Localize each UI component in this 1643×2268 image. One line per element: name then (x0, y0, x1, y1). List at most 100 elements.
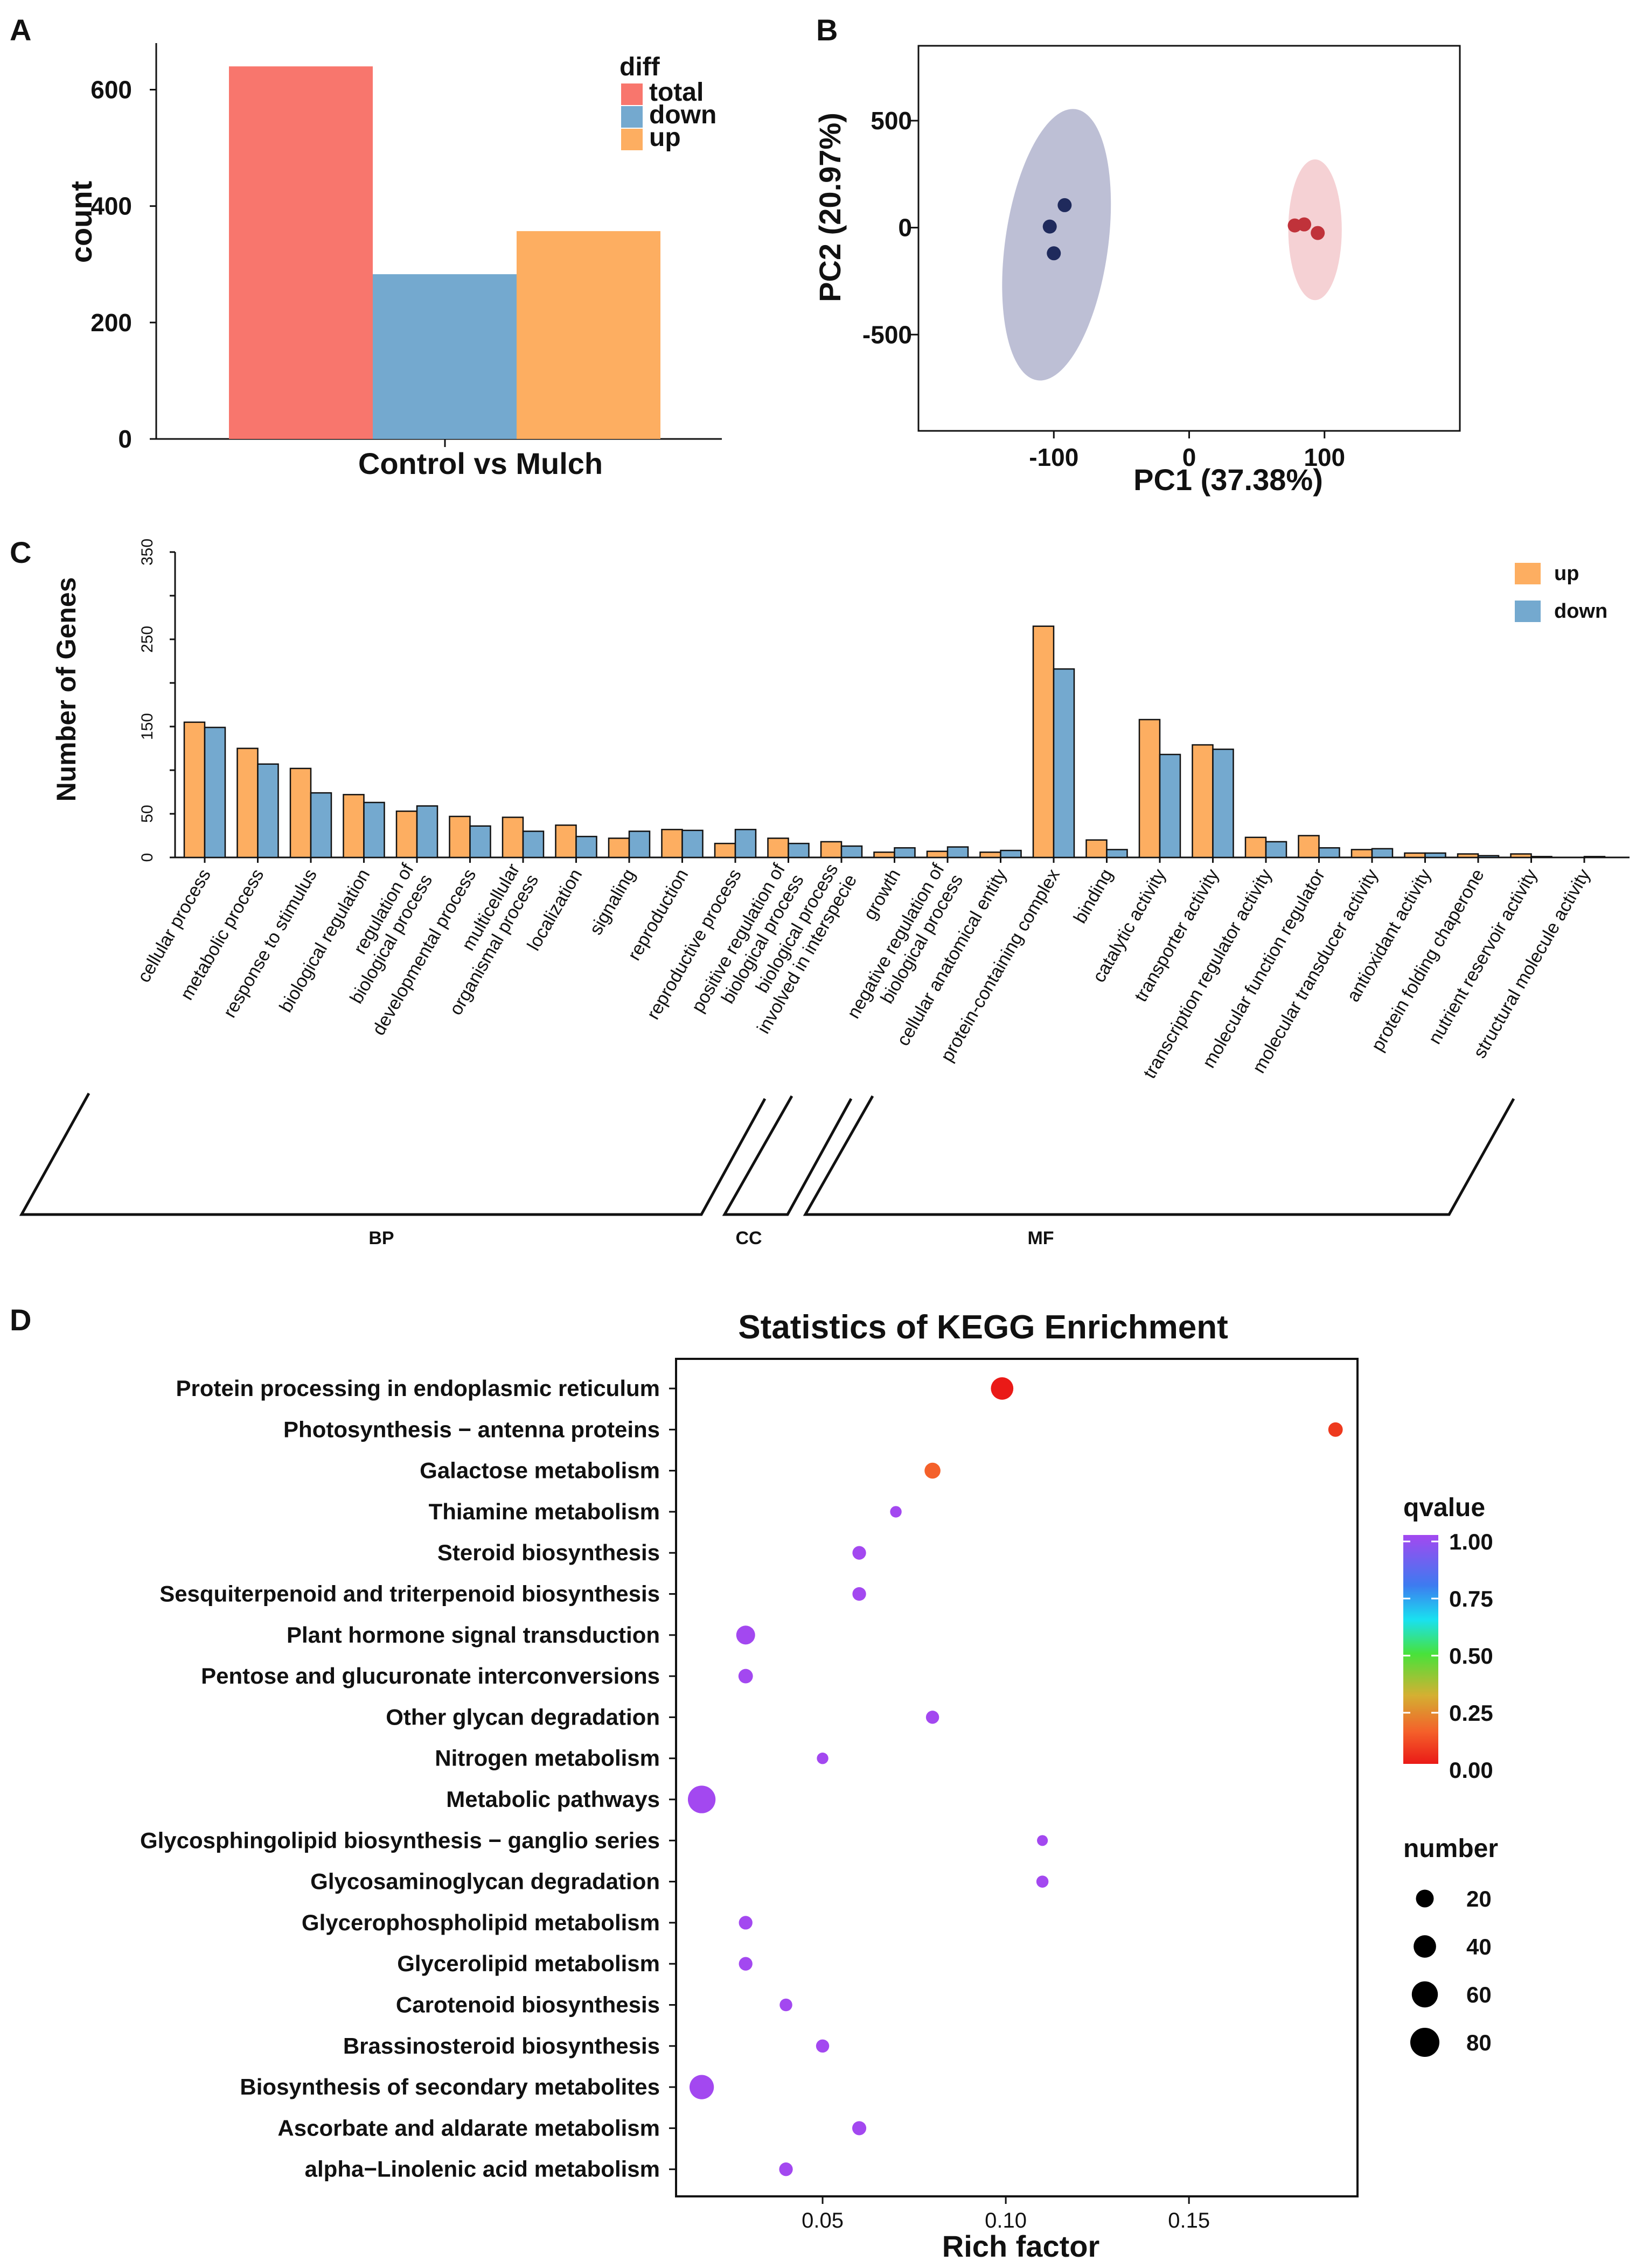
d-point (1037, 1835, 1048, 1846)
b-y-axis-label: PC2 (20.97%) (813, 113, 847, 302)
c-bar-down (1424, 852, 1446, 859)
d-category-label: Sesquiterpenoid and triterpenoid biosynt… (159, 1581, 660, 1607)
c-bar-down (257, 763, 279, 859)
c-y-axis-label: Number of Genes (51, 577, 81, 802)
c-bar-down (1583, 856, 1606, 859)
c-bar-up (820, 841, 843, 859)
c-bar-down (363, 801, 385, 859)
d-point (817, 1753, 829, 1764)
c-bar-down (522, 831, 545, 859)
a-legend-swatch-up (621, 129, 643, 150)
c-y-tick-label: 150 (138, 713, 156, 740)
d-category-label: Glycosphingolipid biosynthesis − ganglio… (140, 1827, 660, 1853)
d-category-label: Brassinosteroid biosynthesis (343, 2033, 660, 2058)
c-bar-down (1477, 855, 1500, 859)
c-bar-up (343, 794, 365, 859)
c-bar-up (502, 817, 524, 859)
c-bar-down (1371, 848, 1394, 859)
d-point (739, 1957, 753, 1971)
c-x-category-label: regulation ofbiological process (328, 860, 437, 1008)
c-bar-up (236, 748, 259, 859)
c-x-category-label: multicellularorganismal process (427, 860, 542, 1018)
d-category-label: Pentose and glucuronate interconversions (201, 1663, 660, 1688)
d-category-label: Nitrogen metabolism (435, 1746, 660, 1771)
c-bar-up (767, 838, 789, 859)
d-category-label: Galactose metabolism (420, 1458, 660, 1483)
panel-label-a: A (10, 13, 31, 47)
c-bar-down (310, 792, 332, 859)
c-bar-up (183, 721, 206, 859)
d-category-label: Glycerolipid metabolism (397, 1951, 660, 1976)
b-x-axis-label: PC1 (37.38%) (1133, 463, 1323, 497)
c-bar-down (204, 727, 226, 859)
c-bar-up (1404, 852, 1426, 859)
qvalue-colorbar (1403, 1535, 1438, 1764)
c-bar-down (416, 805, 438, 859)
c-bar-up (608, 838, 630, 859)
d-point (779, 2162, 793, 2176)
c-bar-down (1265, 841, 1287, 859)
d-point (924, 1462, 941, 1479)
c-bar-down (1053, 668, 1075, 859)
c-bar-down (1318, 847, 1340, 859)
d-x-tick-label: 0.15 (1168, 2209, 1210, 2232)
c-legend: up down (1515, 562, 1607, 623)
d-point (852, 1546, 866, 1560)
number-legend-dot (1416, 1889, 1434, 1908)
c-bar-down (681, 829, 704, 859)
qvalue-tick-label: 0.25 (1449, 1700, 1493, 1726)
c-bar-up (1085, 839, 1108, 859)
qvalue-tick-label: 1.00 (1449, 1529, 1493, 1554)
a-bar-up (517, 231, 660, 439)
c-x-category-label: growth (859, 866, 904, 923)
d-point (1036, 1875, 1049, 1888)
c-bar-down (1530, 856, 1553, 859)
d-category-label: Steroid biosynthesis (437, 1540, 660, 1565)
d-point (852, 2121, 867, 2136)
c-x-category-label: signaling (586, 866, 639, 938)
b-point-group2 (1311, 226, 1325, 240)
b-y-tick-label: 500 (871, 107, 912, 135)
d-plot-frame (675, 1358, 1359, 2197)
d-category-label: Photosynthesis − antenna proteins (283, 1416, 660, 1442)
d-point (1328, 1422, 1343, 1437)
a-legend-label-up: up (649, 123, 681, 152)
c-legend-label-down: down (1554, 600, 1607, 623)
b-x-tick-label: -100 (1029, 443, 1078, 471)
d-chart-title: Statistics of KEGG Enrichment (738, 1309, 1228, 1346)
c-group-brackets: BP CC MF (19, 1092, 1515, 1248)
d-category-label: Other glycan degradation (386, 1704, 660, 1729)
c-bar-down (734, 828, 757, 859)
c-bar-up (555, 824, 577, 859)
cc-label: CC (735, 1228, 762, 1248)
d-category-label: Protein processing in endoplasmic reticu… (176, 1376, 660, 1401)
c-legend-swatch-down (1515, 601, 1541, 622)
a-y-tick-label: 600 (90, 75, 132, 103)
b-y-tick-label: 0 (898, 214, 912, 242)
c-bar-up (979, 852, 1001, 859)
a-legend-label-total: total (649, 78, 704, 107)
d-category-label: Thiamine metabolism (429, 1499, 660, 1524)
b-point-group1 (1042, 219, 1057, 234)
d-point (689, 2075, 714, 2099)
c-bar-up (395, 810, 418, 859)
d-x-axis-label: Rich factor (942, 2229, 1100, 2263)
cc-bracket (722, 1095, 853, 1216)
b-y-tick-label: -500 (862, 320, 912, 348)
panel-b-pca-plot: -100 0 100 -500 0 500 PC1 (37.38%) PC2 (20.97… (813, 45, 1461, 497)
c-bar-up (1244, 836, 1267, 859)
c-x-category-label: binding (1070, 866, 1117, 927)
d-category-label: alpha−Linolenic acid metabolism (305, 2157, 660, 2182)
c-bar-up (1510, 853, 1532, 859)
c-bar-up (1457, 853, 1479, 859)
d-point (925, 1711, 939, 1724)
c-bar-up (1192, 744, 1214, 859)
qvalue-legend-title: qvalue (1403, 1494, 1485, 1522)
c-bar-up (1298, 835, 1320, 859)
c-y-tick-label: 250 (138, 626, 156, 653)
d-category-label: Glycosaminoglycan degradation (310, 1869, 660, 1894)
c-y-tick-label: 0 (138, 853, 156, 862)
c-bar-down (840, 845, 863, 859)
d-point (816, 2039, 830, 2053)
